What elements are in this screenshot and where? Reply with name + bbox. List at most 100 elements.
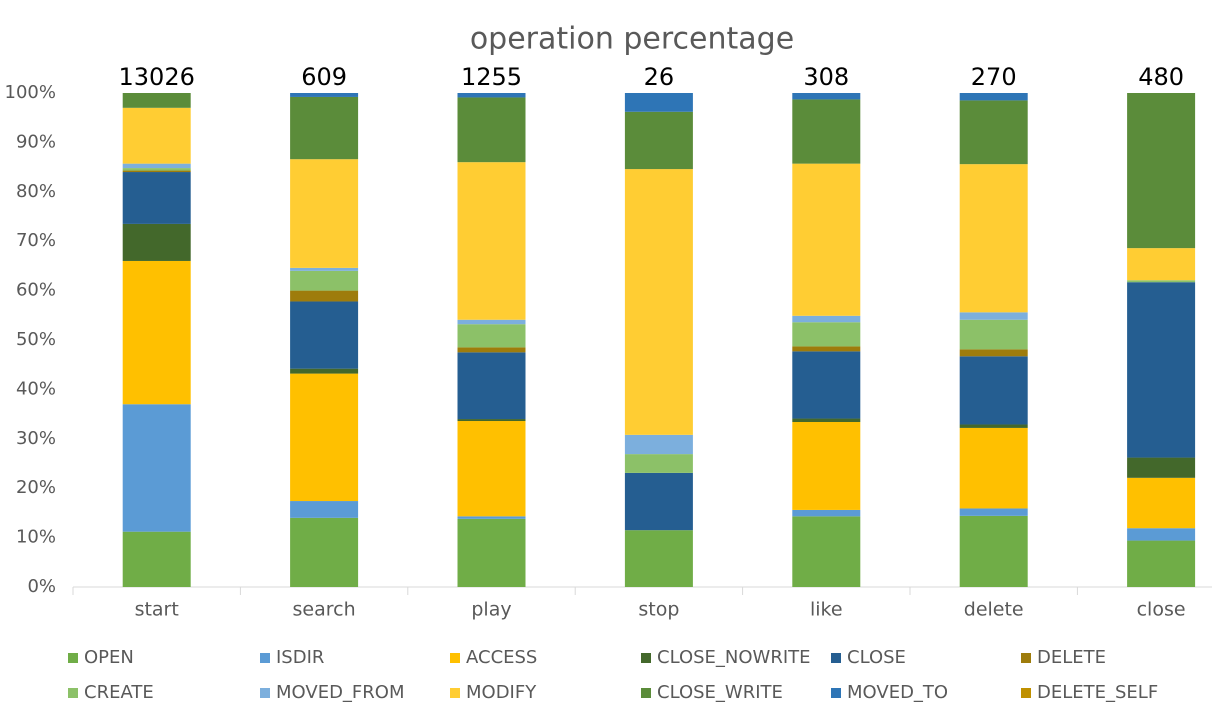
bar-segment [959,508,1028,516]
bar-segment [290,96,359,160]
bar-segment [959,349,1028,357]
total-label: 308 [803,63,849,91]
y-tick-label: 0% [27,576,56,597]
bar-segment [457,516,526,519]
chart-title: operation percentage [470,22,794,57]
x-tick-label: start [135,599,179,621]
legend-label: OPEN [84,647,134,668]
x-tick-label: delete [964,599,1024,621]
bar-segment [1127,280,1196,283]
bar-segment [290,368,359,374]
x-tick-label: close [1137,599,1186,621]
y-tick-label: 10% [16,527,56,548]
bar-segment [122,531,191,587]
bar-segment [792,99,861,164]
y-tick-label: 30% [16,428,56,449]
bar-segment [457,319,526,325]
bar-segment [290,517,359,587]
bar-segment [959,515,1028,587]
legend-label: MODIFY [466,682,537,703]
bar-segment [122,172,191,224]
legend-swatch [641,653,651,663]
x-tick-label: stop [638,599,679,621]
bar-segment [122,404,191,532]
legend-label: CREATE [84,682,154,703]
legend-swatch [450,688,460,698]
legend-label: ISDIR [276,647,324,668]
bar-segment [457,324,526,348]
bar-segment [290,373,359,502]
bar-segment [959,356,1028,425]
bar-segment [290,159,359,268]
legend-label: CLOSE_WRITE [657,682,783,703]
legend-swatch [1021,688,1031,698]
bar-segment [122,163,191,169]
x-tick-label: play [471,599,511,621]
y-tick-label: 40% [16,378,56,399]
total-label: 26 [644,63,675,91]
legend-swatch [450,653,460,663]
bar-segment [959,319,1028,350]
x-tick-label: like [810,599,843,621]
bar-segment [457,93,526,98]
bar-segment [457,419,526,422]
bar-segment [959,312,1028,320]
y-tick-label: 20% [16,477,56,498]
bar-segment [1127,477,1196,529]
bar-segment [959,100,1028,165]
bar-segment [792,163,861,316]
bar-segment [457,162,526,320]
legend-label: MOVED_TO [847,682,948,703]
bar-segment [1127,248,1196,281]
bar-segment [792,509,861,517]
bar-segment [959,164,1028,313]
legend-swatch [68,653,78,663]
bar-segment [122,170,191,173]
bar-segment [290,93,359,97]
bar-segment [624,111,693,170]
bar-segment [457,421,526,517]
bar-segment [290,301,359,369]
y-tick-label: 80% [16,181,56,202]
bar-segment [624,454,693,473]
total-label: 13026 [119,63,195,91]
bar-segment [290,270,359,291]
bar-segment [122,260,191,405]
bar-segment [792,315,861,323]
bar-segment [792,418,861,423]
y-tick-label: 70% [16,230,56,251]
bar-segment [792,516,861,587]
x-tick-label: search [293,599,356,621]
bar-segment [624,434,693,455]
bar-segment [792,422,861,510]
legend-swatch [260,653,270,663]
bar-segment [1127,93,1196,249]
bar-segment [1127,457,1196,478]
bar-segment [457,97,526,163]
total-label: 480 [1138,63,1184,91]
bar-segment [792,322,861,347]
bar-segment [792,346,861,352]
bar-segment [624,93,693,112]
bar-segment [624,472,693,531]
y-tick-label: 50% [16,329,56,350]
bar-segment [792,93,861,100]
y-tick-label: 90% [16,131,56,152]
total-label: 1255 [461,63,522,91]
bar-segment [290,501,359,518]
bar-segment [959,427,1028,509]
legend-label: MOVED_FROM [276,682,405,703]
legend-label: ACCESS [466,647,537,668]
y-tick-label: 60% [16,280,56,301]
bar-segment [959,424,1028,428]
legend-swatch [831,688,841,698]
bar-segment [122,107,191,164]
bar-segment [290,290,359,302]
bar-segment [624,530,693,587]
legend-swatch [831,653,841,663]
total-label: 270 [971,63,1017,91]
bar-segment [1127,540,1196,587]
legend-swatch [641,688,651,698]
legend-swatch [68,688,78,698]
